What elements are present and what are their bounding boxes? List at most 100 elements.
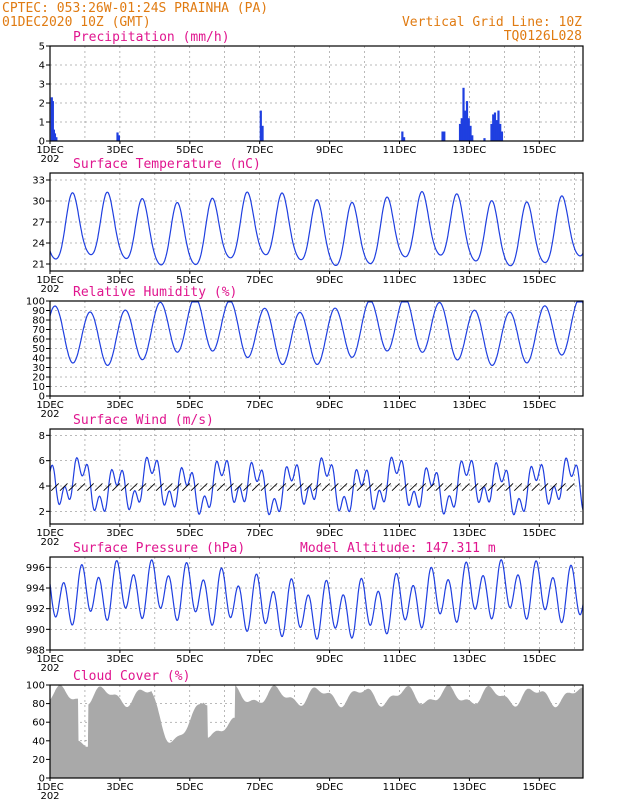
- x-tick-label: 7DEC: [246, 528, 273, 539]
- wind-arrow: [181, 483, 191, 492]
- pres-line: [49, 559, 584, 640]
- x-tick-label: 13DEC: [453, 145, 487, 156]
- precip-bar: [471, 135, 474, 141]
- x-tick-label: 5DEC: [176, 145, 203, 156]
- panel-2: Relative Humidity (%) 0102030405060708090…: [26, 285, 584, 420]
- wind-arrow: [243, 483, 252, 492]
- wind-arrow: [339, 483, 348, 492]
- y-tick-label: 0: [39, 392, 45, 403]
- wind-arrow: [461, 483, 470, 492]
- model-code: TQ0126L028: [504, 29, 582, 44]
- x-tick-label: 5DEC: [176, 654, 203, 665]
- wind-arrow: [304, 483, 313, 492]
- y-tick-label: 5: [39, 42, 45, 53]
- y-tick-label: 20: [32, 373, 45, 384]
- panel-1: Surface Temperature (nC) 21 24 27 30 33 1DEC 3D…: [32, 157, 584, 295]
- y-tick-label: 40: [32, 354, 45, 365]
- temp-line: [49, 190, 584, 267]
- wind-arrow: [400, 483, 409, 492]
- x-tick-label: 7DEC: [246, 782, 273, 793]
- cloud-cover-area: [50, 685, 583, 778]
- wind-arrow: [374, 483, 383, 492]
- x-tick-label: 13DEC: [453, 400, 487, 411]
- precip-bar: [403, 137, 406, 141]
- x-tick-label: 11DEC: [383, 275, 417, 286]
- wind-arrow: [505, 483, 514, 492]
- wind-arrow: [85, 483, 95, 492]
- wind-arrow: [347, 483, 357, 492]
- precip-bar: [497, 110, 500, 141]
- wind-arrow: [444, 483, 453, 492]
- wind-arrow: [531, 483, 540, 492]
- precip-bar: [116, 132, 119, 141]
- wind-arrow: [452, 483, 461, 492]
- y-tick-label: 24: [32, 239, 45, 250]
- x-tick-label: 13DEC: [453, 528, 487, 539]
- panel-0: Precipitation (mm/h) 0 1 2 3 4 5 1DEC 3DEC 5DEC 7D…: [36, 30, 584, 165]
- x-tick-label: 7DEC: [246, 400, 273, 411]
- precip-bar: [401, 131, 404, 141]
- panel-title: Surface Pressure (hPa): [73, 541, 245, 556]
- precip-bar: [467, 118, 470, 141]
- rh-line: [49, 301, 584, 367]
- wind-arrow: [286, 483, 295, 492]
- x-tick-label: 5DEC: [176, 400, 203, 411]
- precip-bar: [483, 138, 486, 141]
- precip-bar: [490, 123, 493, 141]
- panel-5: Cloud Cover (%) 0 20 40 60 80 100 1DEC 3DEC 5DEC 7…: [26, 669, 584, 800]
- wind-arrow: [417, 483, 427, 492]
- wind-arrow: [435, 483, 444, 492]
- precip-bar: [53, 133, 57, 141]
- x-tick-label: 13DEC: [453, 275, 487, 286]
- wind-arrow: [382, 483, 392, 492]
- wind-arrow: [251, 483, 261, 492]
- wind-arrow: [540, 483, 549, 492]
- y-tick-label: 2: [39, 507, 45, 518]
- x-tick-label: 5DEC: [176, 528, 203, 539]
- y-tick-label: 30: [32, 197, 45, 208]
- year-fragment: 202: [40, 409, 59, 420]
- precip-bar: [499, 123, 502, 141]
- y-tick-label: 90: [32, 306, 45, 317]
- precip-bar: [493, 112, 497, 141]
- y-tick-label: 992: [26, 604, 45, 615]
- precip-bar: [495, 120, 498, 141]
- wind-arrow: [330, 483, 339, 492]
- wind-arrow: [356, 483, 365, 492]
- x-tick-label: 5DEC: [176, 275, 203, 286]
- precip-bar: [261, 125, 264, 141]
- precip-bar: [460, 118, 463, 141]
- x-tick-label: 9DEC: [316, 400, 343, 411]
- wind-arrow: [470, 483, 479, 492]
- wind-arrow: [155, 483, 164, 492]
- panel-title: Relative Humidity (%): [73, 285, 237, 300]
- y-tick-label: 8: [39, 431, 45, 442]
- y-tick-label: 27: [32, 218, 45, 229]
- x-tick-label: 15DEC: [522, 528, 556, 539]
- wind-arrow: [409, 483, 418, 492]
- x-tick-label: 13DEC: [453, 782, 487, 793]
- x-tick-label: 9DEC: [316, 654, 343, 665]
- precip-bar: [492, 114, 495, 141]
- year-fragment: 202: [40, 154, 59, 165]
- panel-frame: [49, 300, 584, 397]
- x-tick-label: 9DEC: [316, 528, 343, 539]
- y-tick-label: 994: [26, 584, 45, 595]
- precip-bar: [500, 131, 504, 141]
- x-tick-label: 9DEC: [316, 275, 343, 286]
- y-tick-label: 100: [26, 297, 45, 308]
- wind-arrow: [513, 483, 523, 492]
- panels: Precipitation (mm/h) 0 1 2 3 4 5 1DEC 3DEC 5DEC 7D…: [26, 30, 584, 800]
- panel-4: Surface Pressure (hPa) Model Altitude: 14…: [26, 541, 584, 674]
- wind-arrow: [278, 483, 287, 492]
- wind-arrow: [147, 483, 156, 492]
- x-tick-label: 11DEC: [383, 782, 417, 793]
- x-tick-label: 15DEC: [522, 654, 556, 665]
- panel-title: Surface Wind (m/s): [73, 413, 214, 428]
- precip-bar: [462, 87, 465, 141]
- precip-bar: [443, 131, 446, 141]
- y-tick-label: 20: [32, 755, 45, 766]
- y-tick-label: 70: [32, 325, 45, 336]
- x-tick-label: 1DEC: [36, 275, 63, 286]
